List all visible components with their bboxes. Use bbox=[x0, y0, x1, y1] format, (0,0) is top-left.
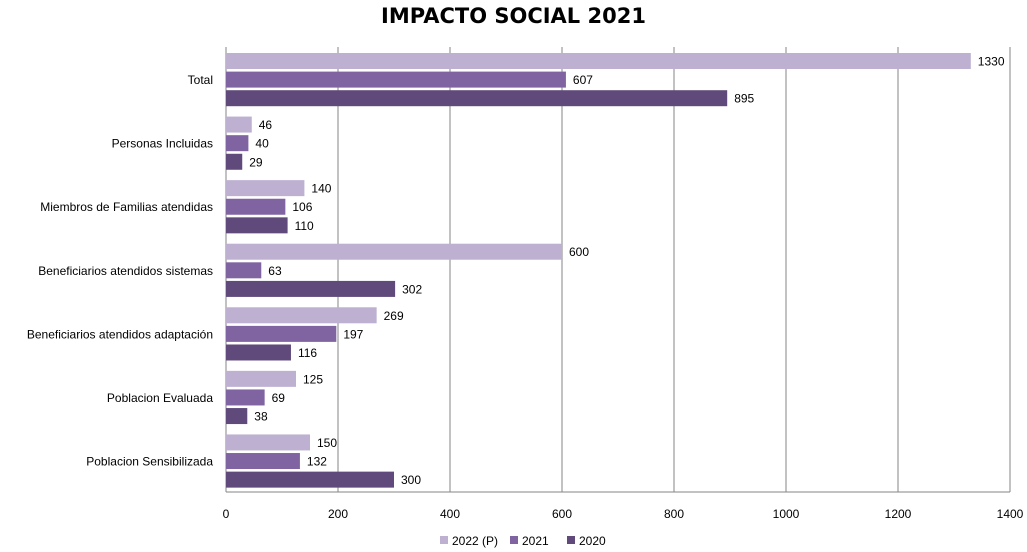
legend-label-2022-p: 2022 (P) bbox=[452, 534, 498, 548]
category-label-total: Total bbox=[188, 73, 213, 87]
x-tick-label: 1400 bbox=[997, 507, 1024, 521]
bar-poblacion-sensibilizada-2021 bbox=[226, 453, 300, 470]
category-label-beneficiarios-atendidos-sistemas: Beneficiarios atendidos sistemas bbox=[38, 264, 213, 278]
data-label: 269 bbox=[384, 309, 404, 323]
data-label: 302 bbox=[402, 282, 422, 296]
category-label-poblacion-evaluada: Poblacion Evaluada bbox=[107, 391, 213, 405]
data-label: 106 bbox=[292, 200, 312, 214]
x-tick-label: 600 bbox=[552, 507, 572, 521]
category-label-poblacion-sensibilizada: Poblacion Sensibilizada bbox=[86, 455, 213, 469]
data-label: 125 bbox=[303, 372, 323, 386]
x-axis-ticks: 0 200 400 600 800 1000 1200 1400 bbox=[223, 507, 1024, 521]
grid-lines bbox=[225, 47, 1011, 493]
bar-beneficiarios-atendidos-sistemas-2020 bbox=[226, 280, 396, 297]
x-tick-label: 0 bbox=[223, 507, 230, 521]
x-tick-label: 400 bbox=[440, 507, 460, 521]
bar-beneficiarios-atendidos-adaptacion-2021 bbox=[226, 325, 337, 342]
data-label: 40 bbox=[255, 137, 269, 151]
legend: 2022 (P) 2021 2020 bbox=[440, 534, 606, 548]
data-label: 600 bbox=[569, 245, 589, 259]
bar-beneficiarios-atendidos-sistemas-2022-p bbox=[226, 243, 562, 260]
data-label: 140 bbox=[311, 182, 331, 196]
data-label: 1330 bbox=[978, 55, 1005, 69]
bar-beneficiarios-atendidos-adaptacion-2022-p bbox=[226, 307, 377, 324]
bar-personas-incluidas-2021 bbox=[226, 135, 249, 152]
data-label: 132 bbox=[307, 455, 327, 469]
data-label: 29 bbox=[249, 155, 263, 169]
data-label: 110 bbox=[295, 219, 314, 233]
bar-miembros-de-familias-atendidas-2022-p bbox=[226, 180, 305, 197]
bar-poblacion-evaluada-2020 bbox=[226, 408, 248, 425]
bar-poblacion-sensibilizada-2022-p bbox=[226, 434, 310, 451]
x-tick-label: 200 bbox=[328, 507, 348, 521]
bars bbox=[226, 53, 971, 488]
x-tick-label: 1000 bbox=[773, 507, 800, 521]
data-label: 150 bbox=[317, 436, 337, 450]
category-label-personas-incluidas: Personas Incluidas bbox=[112, 137, 213, 151]
data-label: 116 bbox=[298, 346, 317, 360]
data-label: 300 bbox=[401, 473, 421, 487]
bar-miembros-de-familias-atendidas-2020 bbox=[226, 217, 288, 234]
bar-poblacion-sensibilizada-2020 bbox=[226, 471, 394, 488]
legend-swatch-2021 bbox=[510, 536, 518, 544]
category-label-beneficiarios-atendidos-adaptacion: Beneficiarios atendidos adaptación bbox=[27, 327, 213, 341]
bar-beneficiarios-atendidos-sistemas-2021 bbox=[226, 262, 262, 279]
legend-label-2021: 2021 bbox=[522, 534, 549, 548]
bar-miembros-de-familias-atendidas-2021 bbox=[226, 198, 286, 215]
data-label: 38 bbox=[254, 410, 268, 424]
bar-personas-incluidas-2020 bbox=[226, 153, 243, 170]
data-label: 607 bbox=[573, 73, 593, 87]
bar-total-2021 bbox=[226, 71, 566, 88]
bar-beneficiarios-atendidos-adaptacion-2020 bbox=[226, 344, 291, 361]
data-label: 69 bbox=[272, 391, 286, 405]
bar-poblacion-evaluada-2021 bbox=[226, 389, 265, 406]
category-labels: Total Personas Incluidas Miembros de Famil… bbox=[27, 73, 213, 468]
data-labels: 1330 607 895 46 40 29 140 106 110 600 63 302 269 197 1… bbox=[249, 55, 1005, 488]
bar-poblacion-evaluada-2022-p bbox=[226, 370, 296, 387]
data-label: 63 bbox=[268, 264, 282, 278]
data-label: 895 bbox=[734, 92, 754, 106]
data-label: 197 bbox=[343, 327, 363, 341]
x-tick-label: 800 bbox=[664, 507, 684, 521]
bar-total-2020 bbox=[226, 90, 728, 107]
bar-total-2022-p bbox=[226, 53, 971, 69]
x-tick-label: 1200 bbox=[885, 507, 912, 521]
legend-label-2020: 2020 bbox=[579, 534, 606, 548]
data-label: 46 bbox=[259, 118, 273, 132]
chart-title: IMPACTO SOCIAL 2021 bbox=[381, 4, 646, 28]
bar-personas-incluidas-2022-p bbox=[226, 116, 252, 133]
legend-swatch-2022-p bbox=[440, 536, 448, 544]
legend-swatch-2020 bbox=[567, 536, 575, 544]
category-label-miembros-de-familias-atendidas: Miembros de Familias atendidas bbox=[40, 200, 213, 214]
